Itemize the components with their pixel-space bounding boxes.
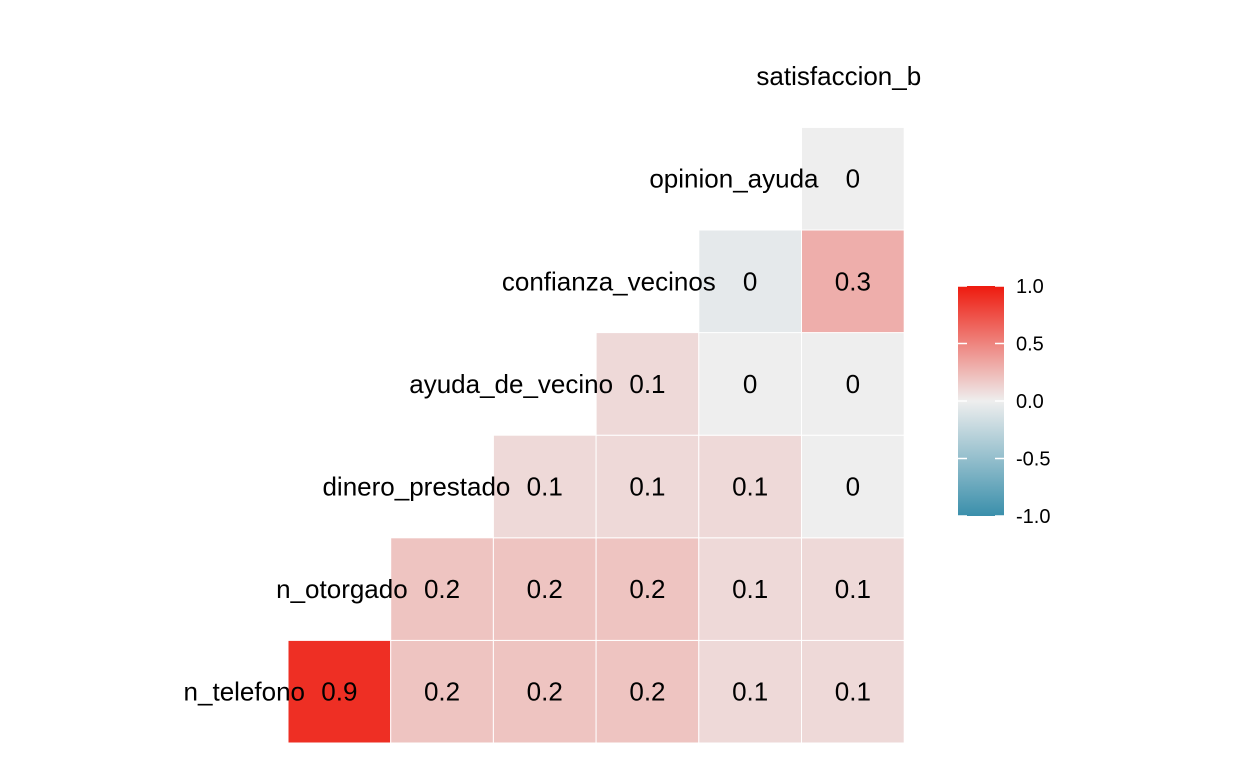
- cell-value-ayuda-de-vecino-confianza-vecinos: 0.1: [629, 369, 665, 399]
- cell-n-otorgado-opinion-ayuda: [698, 537, 802, 641]
- cell-value-n-telefono-satisfaccion-b: 0.1: [835, 677, 871, 707]
- legend-tick-label: -1.0: [1016, 506, 1050, 528]
- cell-n-otorgado-dinero-prestado: [390, 537, 494, 641]
- heatmap-cells: [287, 126, 905, 744]
- cell-n-otorgado-ayuda-de-vecino: [492, 537, 597, 641]
- cell-value-n-telefono-opinion-ayuda: 0.1: [732, 677, 768, 707]
- cell-opinion-ayuda-satisfaccion-b: [801, 126, 905, 231]
- cell-value-confianza-vecinos-opinion-ayuda: 0: [743, 266, 757, 296]
- cell-ayuda-de-vecino-confianza-vecinos: [595, 332, 700, 436]
- cell-value-n-telefono-ayuda-de-vecino: 0.2: [527, 677, 563, 707]
- cell-value-dinero-prestado-confianza-vecinos: 0.1: [629, 472, 665, 502]
- variable-label-confianza-vecinos: confianza_vecinos: [502, 266, 716, 296]
- cell-n-otorgado-satisfaccion-b: [801, 537, 905, 641]
- legend-ticks: 1.0 0.5 0.0 -0.5 -1.0: [958, 276, 1050, 528]
- cell-value-opinion-ayuda-satisfaccion-b: 0: [846, 164, 860, 194]
- cell-value-n-otorgado-ayuda-de-vecino: 0.2: [527, 574, 563, 604]
- cell-n-telefono-opinion-ayuda: [698, 639, 802, 744]
- variable-label-satisfaccion-b: satisfaccion_b: [756, 61, 921, 91]
- cell-confianza-vecinos-satisfaccion-b: [801, 229, 905, 334]
- legend-tick-label: 1.0: [1016, 276, 1044, 298]
- cell-value-n-telefono-n-otorgado: 0.9: [321, 677, 357, 707]
- variable-label-n-telefono: n_telefono: [184, 677, 305, 707]
- variable-label-dinero-prestado: dinero_prestado: [322, 472, 510, 502]
- cell-n-telefono-confianza-vecinos: [595, 639, 700, 744]
- cell-value-n-otorgado-dinero-prestado: 0.2: [424, 574, 460, 604]
- cell-value-n-otorgado-confianza-vecinos: 0.2: [629, 574, 665, 604]
- cell-value-dinero-prestado-opinion-ayuda: 0.1: [732, 472, 768, 502]
- variable-label-ayuda-de-vecino: ayuda_de_vecino: [409, 369, 613, 399]
- cell-n-otorgado-confianza-vecinos: [595, 537, 700, 641]
- cell-value-n-telefono-dinero-prestado: 0.2: [424, 677, 460, 707]
- cell-value-dinero-prestado-ayuda-de-vecino: 0.1: [527, 472, 563, 502]
- cell-value-ayuda-de-vecino-satisfaccion-b: 0: [846, 369, 860, 399]
- cell-n-telefono-satisfaccion-b: [801, 639, 905, 744]
- legend-tick-label: 0.5: [1016, 334, 1044, 356]
- legend-tick-label: 0.0: [1016, 391, 1044, 413]
- cell-value-dinero-prestado-satisfaccion-b: 0: [846, 472, 860, 502]
- cell-value-n-otorgado-satisfaccion-b: 0.1: [835, 574, 871, 604]
- cell-dinero-prestado-ayuda-de-vecino: [492, 434, 597, 539]
- cell-value-confianza-vecinos-satisfaccion-b: 0.3: [835, 266, 871, 296]
- variable-labels: n_telefono n_otorgado dinero_prestado ayuda…: [184, 61, 922, 707]
- cell-value-ayuda-de-vecino-opinion-ayuda: 0: [743, 369, 757, 399]
- cell-n-telefono-dinero-prestado: [390, 639, 494, 744]
- legend-tick-label: -0.5: [1016, 449, 1050, 471]
- variable-label-n-otorgado: n_otorgado: [276, 574, 408, 604]
- cell-confianza-vecinos-opinion-ayuda: [698, 229, 802, 334]
- cell-dinero-prestado-satisfaccion-b: [801, 434, 905, 539]
- cell-ayuda-de-vecino-satisfaccion-b: [801, 332, 905, 436]
- cell-value-labels: 0.9 0.2 0.2 0.2 0.1 0.1 0.2 0.2 0.2 0.1 0.1 0.1 0.1 0…: [321, 164, 871, 707]
- cell-ayuda-de-vecino-opinion-ayuda: [698, 332, 802, 436]
- cell-value-n-telefono-confianza-vecinos: 0.2: [629, 677, 665, 707]
- variable-label-opinion-ayuda: opinion_ayuda: [649, 164, 819, 194]
- cell-dinero-prestado-confianza-vecinos: [595, 434, 700, 539]
- cell-n-telefono-n-otorgado: [287, 639, 392, 744]
- color-legend: 1.0 0.5 0.0 -0.5 -1.0: [958, 276, 1050, 528]
- cell-value-n-otorgado-opinion-ayuda: 0.1: [732, 574, 768, 604]
